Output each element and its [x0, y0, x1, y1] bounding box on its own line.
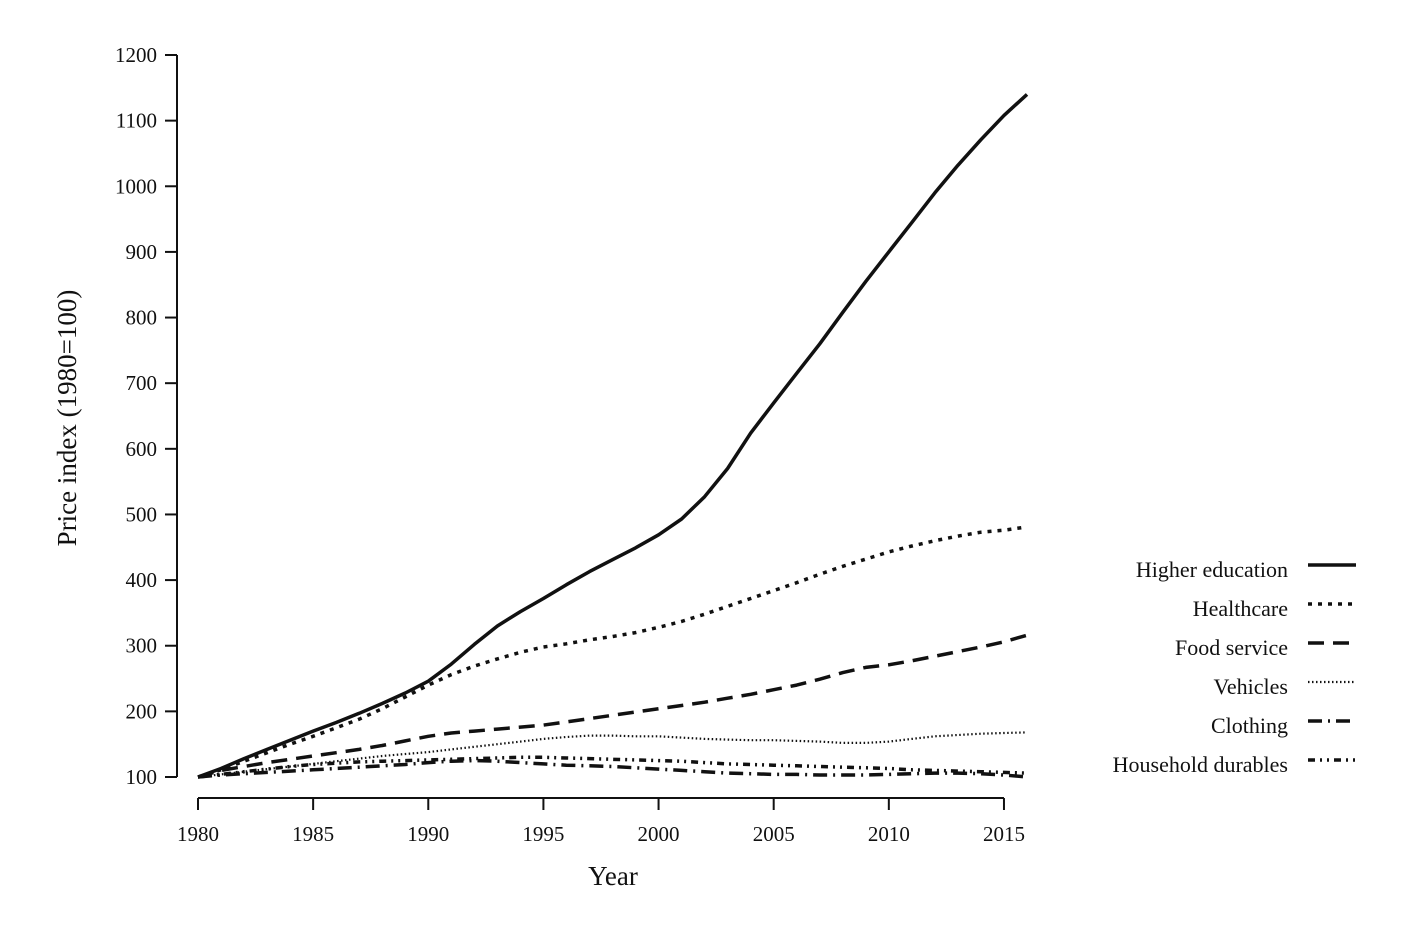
- y-tick-label: 1200: [115, 43, 157, 67]
- y-tick-label: 1000: [115, 174, 157, 198]
- y-tick-label: 800: [126, 306, 158, 330]
- legend-label-healthcare: Healthcare: [1193, 596, 1288, 621]
- y-tick-label: 100: [126, 765, 158, 789]
- legend-label-clothing: Clothing: [1211, 713, 1288, 738]
- x-tick-label: 2005: [753, 822, 795, 846]
- x-axis: 1980 1985 1990 1995 2000 2005 2010 2015: [177, 797, 1025, 846]
- y-tick-label: 700: [126, 371, 158, 395]
- y-tick-label: 300: [126, 634, 158, 658]
- series-line-healthcare: [197, 525, 1028, 779]
- y-tick-label: 500: [126, 502, 158, 526]
- legend: Higher education Healthcare Food service Ve…: [1113, 557, 1356, 777]
- series-line-vehicles: [197, 731, 1028, 779]
- x-tick-label: 2010: [868, 822, 910, 846]
- y-tick-label: 600: [126, 437, 158, 461]
- x-tick-label: 1980: [177, 822, 219, 846]
- y-tick-label: 1100: [116, 109, 157, 133]
- x-tick-label: 2000: [638, 822, 680, 846]
- legend-label-household-durables: Household durables: [1113, 752, 1288, 777]
- x-tick-label: 2015: [983, 822, 1025, 846]
- y-tick-label: 900: [126, 240, 158, 264]
- y-axis-title: Price index (1980=100): [52, 290, 82, 547]
- legend-label-vehicles: Vehicles: [1213, 674, 1288, 699]
- y-axis: 100 200 300 400 500 600 700 800 900 1000 1100 1200: [115, 43, 178, 789]
- y-tick-label: 200: [126, 699, 158, 723]
- x-tick-label: 1985: [292, 822, 334, 846]
- x-axis-title: Year: [588, 861, 638, 891]
- x-tick-label: 1995: [522, 822, 564, 846]
- x-tick-label: 1990: [407, 822, 449, 846]
- series-lines: [197, 93, 1029, 779]
- legend-label-higher-education: Higher education: [1136, 557, 1288, 582]
- series-line-higher-education: [197, 93, 1029, 779]
- series-line-food-service: [197, 633, 1028, 779]
- y-tick-label: 400: [126, 568, 158, 592]
- legend-label-food-service: Food service: [1175, 635, 1288, 660]
